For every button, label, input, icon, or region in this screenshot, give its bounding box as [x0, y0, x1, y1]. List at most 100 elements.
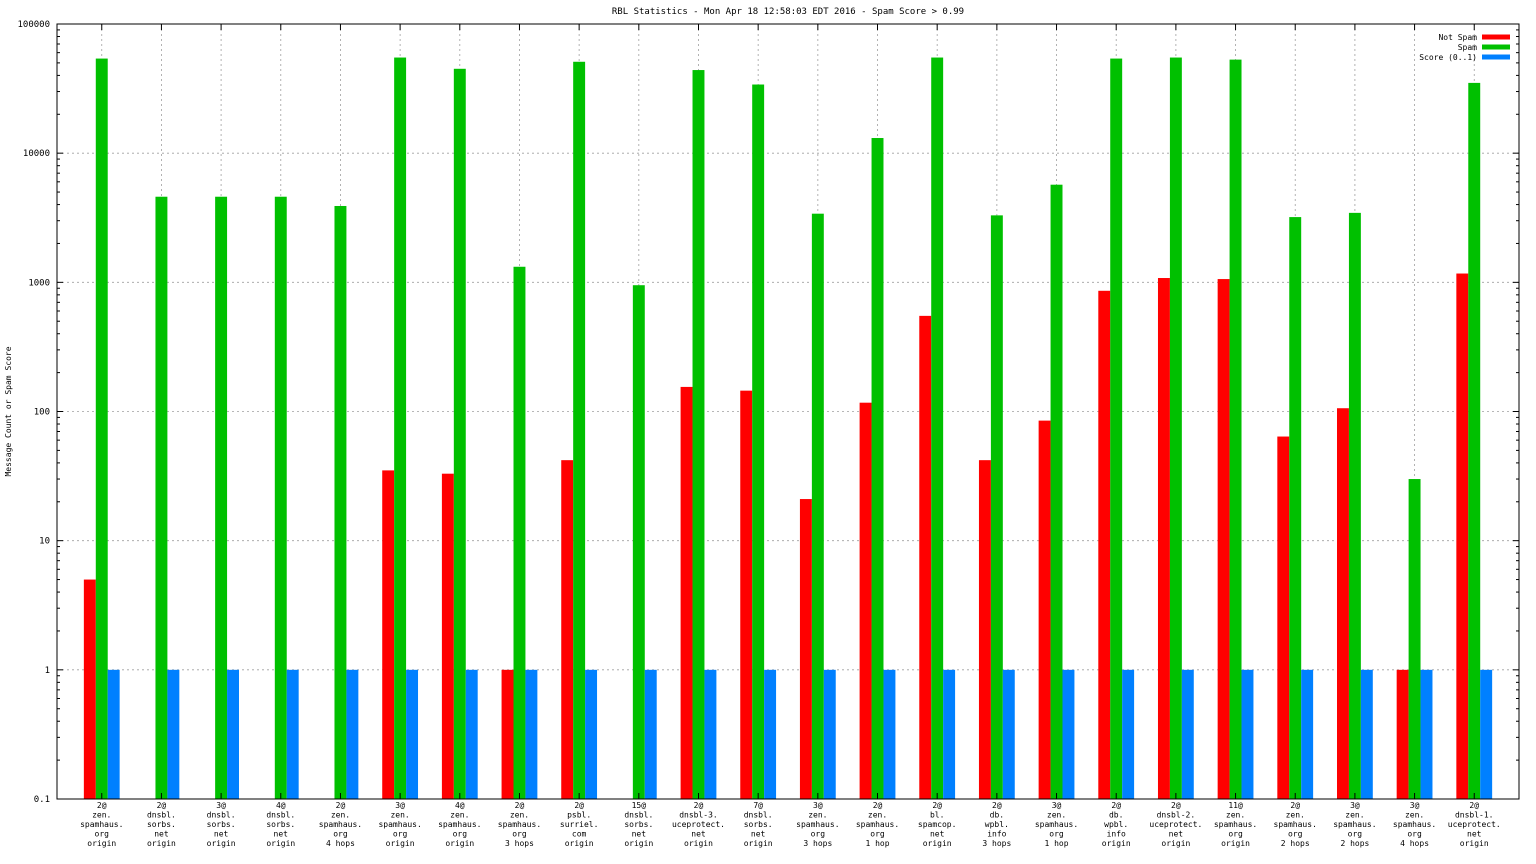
bar-spam — [1110, 58, 1123, 800]
x-tick-label: zen. — [331, 811, 350, 820]
x-tick-label: 2@ — [97, 801, 107, 810]
x-tick-label: origin — [445, 839, 474, 848]
legend-swatch — [1482, 34, 1510, 40]
bar-not-spam — [978, 460, 991, 799]
x-tick-label: org — [453, 830, 468, 839]
bar-spam — [274, 196, 287, 799]
x-tick-label: spamhaus. — [378, 820, 421, 829]
x-tick-label: wpbl. — [985, 820, 1009, 829]
bar-spam — [692, 70, 705, 800]
y-tick-label: 100000 — [17, 20, 50, 30]
x-tick-label: origin — [923, 839, 952, 848]
bar-spam — [632, 285, 645, 799]
legend-swatch — [1482, 54, 1510, 60]
x-tick-label: 15@ — [632, 801, 647, 810]
bar-score-0-1 — [704, 669, 717, 799]
x-tick-label: sorbs. — [624, 820, 653, 829]
x-tick-label: zen. — [390, 811, 409, 820]
x-tick-label: org — [870, 830, 885, 839]
x-tick-label: uceprotect. — [672, 820, 725, 829]
bar-not-spam — [382, 470, 395, 799]
x-tick-label: net — [214, 830, 229, 839]
x-tick-label: origin — [87, 839, 116, 848]
bars-layer — [83, 57, 1493, 800]
x-tick-label: net — [691, 830, 706, 839]
bar-spam — [95, 58, 108, 800]
x-tick-label: 2@ — [932, 801, 942, 810]
x-tick-label: 2@ — [336, 801, 346, 810]
x-tick-label: 2@ — [515, 801, 525, 810]
x-tick-label: spamhaus. — [1035, 820, 1078, 829]
x-tick-label: 3 hops — [505, 839, 534, 848]
bar-score-0-1 — [1002, 669, 1015, 799]
bar-score-0-1 — [406, 669, 419, 799]
bar-spam — [513, 266, 526, 800]
x-tick-label: sorbs. — [207, 820, 236, 829]
bar-spam — [215, 196, 228, 799]
bar-score-0-1 — [227, 669, 240, 799]
bar-spam — [1408, 479, 1421, 799]
x-tick-label: sorbs. — [147, 820, 176, 829]
x-tick-label: origin — [684, 839, 713, 848]
bar-spam — [155, 196, 168, 799]
bar-not-spam — [1157, 278, 1170, 799]
x-tick-label: net — [154, 830, 169, 839]
x-tick-label: zen. — [450, 811, 469, 820]
bar-spam — [811, 213, 824, 800]
x-tick-label: dnsbl. — [207, 811, 236, 820]
bar-spam — [752, 84, 765, 799]
x-tick-label: net — [274, 830, 289, 839]
x-tick-label: 2@ — [574, 801, 584, 810]
legend-swatch — [1482, 44, 1510, 50]
y-tick-label: 1 — [45, 666, 50, 676]
x-tick-label: net — [1169, 830, 1184, 839]
bar-score-0-1 — [823, 669, 836, 799]
bar-not-spam — [859, 402, 872, 799]
bar-score-0-1 — [525, 669, 538, 799]
bar-not-spam — [799, 499, 812, 799]
y-axis-ticks: 0.1 1 10 100 1000 10000 100000 — [17, 20, 1519, 805]
bar-not-spam — [561, 460, 574, 799]
bar-spam — [1050, 184, 1063, 800]
legend-label: Spam — [1458, 43, 1477, 52]
x-tick-label: info — [1107, 830, 1126, 839]
x-tick-label: 2 hops — [1340, 839, 1369, 848]
x-tick-label: uceprotect. — [1149, 820, 1202, 829]
x-tick-label: 3 hops — [982, 839, 1011, 848]
chart-title: RBL Statistics - Mon Apr 18 12:58:03 EDT… — [612, 7, 964, 17]
bar-not-spam — [1038, 420, 1051, 799]
x-tick-label: 3@ — [1350, 801, 1360, 810]
x-tick-label: 2@ — [992, 801, 1002, 810]
bar-spam — [573, 61, 586, 799]
x-tick-label: origin — [1102, 839, 1131, 848]
x-axis-labels: 2@zen.spamhaus.orgorigin2@dnsbl.sorbs.ne… — [80, 801, 1501, 848]
bar-spam — [1468, 82, 1481, 799]
bar-score-0-1 — [465, 669, 478, 799]
bar-spam — [1169, 57, 1182, 799]
bar-score-0-1 — [286, 669, 299, 799]
x-tick-label: origin — [744, 839, 773, 848]
x-tick-label: org — [95, 830, 110, 839]
x-tick-label: org — [393, 830, 408, 839]
bar-score-0-1 — [644, 669, 657, 799]
x-tick-label: origin — [1161, 839, 1190, 848]
y-axis-label: Message Count or Spam Score — [4, 346, 13, 476]
x-tick-label: uceprotect. — [1448, 820, 1501, 829]
y-tick-label: 1000 — [28, 278, 50, 288]
bar-score-0-1 — [883, 669, 896, 799]
x-tick-label: sorbs. — [744, 820, 773, 829]
bar-not-spam — [680, 386, 693, 799]
x-tick-label: zen. — [1286, 811, 1305, 820]
bar-spam — [453, 68, 466, 799]
x-tick-label: surriel. — [560, 820, 599, 829]
x-tick-label: origin — [147, 839, 176, 848]
x-tick-label: dnsbl. — [744, 811, 773, 820]
x-tick-label: 2@ — [1111, 801, 1121, 810]
x-tick-label: 3@ — [813, 801, 823, 810]
x-tick-label: spamhaus. — [1333, 820, 1376, 829]
x-tick-label: zen. — [510, 811, 529, 820]
x-tick-label: 2@ — [1290, 801, 1300, 810]
x-tick-label: origin — [565, 839, 594, 848]
x-tick-label: spamhaus. — [319, 820, 362, 829]
